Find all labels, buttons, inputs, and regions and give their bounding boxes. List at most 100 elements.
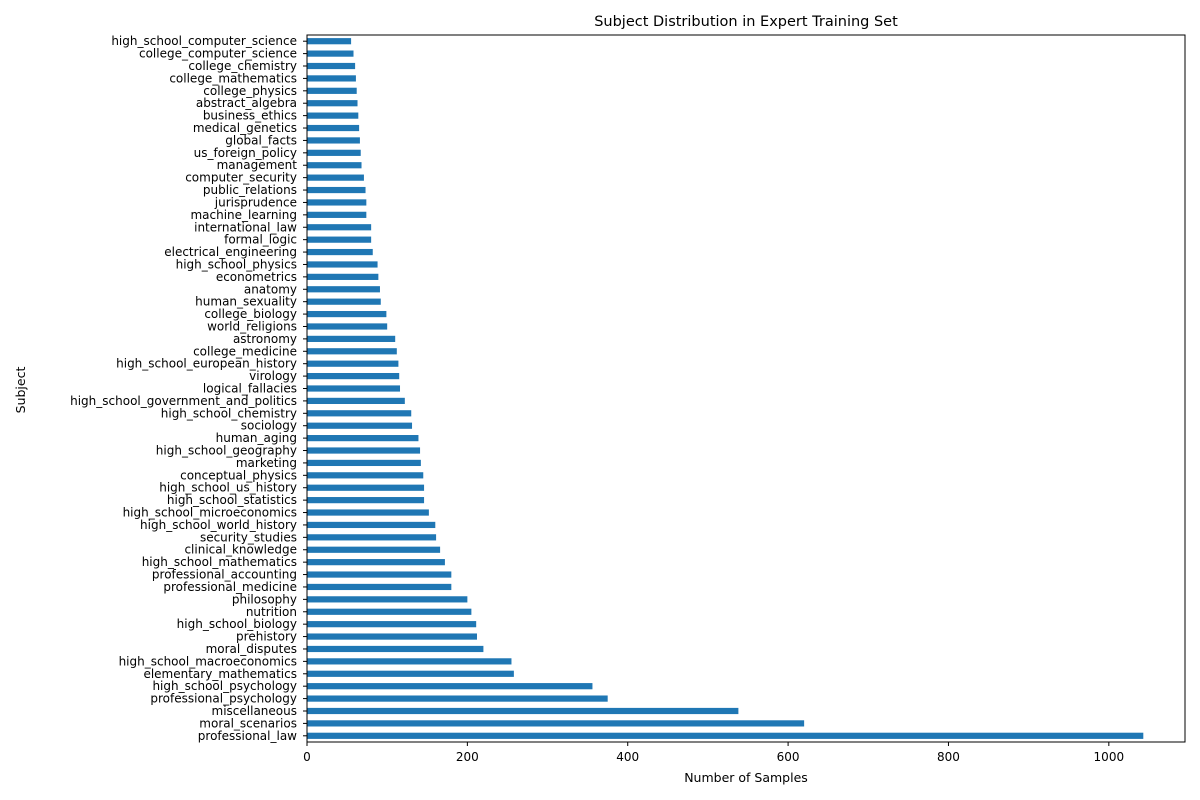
bar-moral_disputes bbox=[307, 645, 484, 653]
bar-world_religions bbox=[307, 323, 388, 330]
y-tick-label: high_school_chemistry bbox=[161, 406, 297, 420]
y-tick-label: electrical_engineering bbox=[164, 245, 297, 259]
y-tick-label: high_school_geography bbox=[156, 444, 297, 458]
bar-anatomy bbox=[307, 286, 380, 293]
y-tick-label: public_relations bbox=[203, 183, 297, 197]
y-tick-label: econometrics bbox=[216, 270, 297, 284]
y-tick-label: college_biology bbox=[204, 307, 297, 321]
bar-nutrition bbox=[307, 608, 472, 615]
bar-professional_accounting bbox=[307, 571, 452, 578]
x-tick-label: 0 bbox=[303, 750, 311, 764]
bar-high_school_computer_science bbox=[307, 38, 352, 45]
y-tick-label: high_school_world_history bbox=[140, 518, 297, 532]
y-tick-label: high_school_mathematics bbox=[142, 555, 297, 569]
y-tick-label: high_school_physics bbox=[176, 257, 297, 271]
bar-college_chemistry bbox=[307, 62, 356, 70]
y-tick-label: professional_psychology bbox=[150, 692, 297, 706]
y-tick-label: abstract_algebra bbox=[196, 96, 297, 110]
y-tick-label: sociology bbox=[241, 419, 297, 433]
bar-international_law bbox=[307, 224, 372, 231]
bar-high_school_geography bbox=[307, 447, 421, 454]
y-tick-label: human_sexuality bbox=[195, 295, 297, 309]
y-tick-label: miscellaneous bbox=[212, 704, 297, 718]
bar-high_school_us_history bbox=[307, 484, 425, 491]
y-tick-label: virology bbox=[249, 369, 297, 383]
bar-business_ethics bbox=[307, 112, 359, 119]
y-tick-label: logical_fallacies bbox=[203, 382, 297, 396]
bar-astronomy bbox=[307, 335, 396, 342]
y-tick-label: conceptual_physics bbox=[180, 468, 297, 482]
bar-college_computer_science bbox=[307, 50, 354, 57]
bars-group bbox=[307, 38, 1144, 739]
y-axis-label: Subject bbox=[13, 367, 28, 414]
bar-moral_scenarios bbox=[307, 720, 805, 727]
bar-machine_learning bbox=[307, 211, 367, 218]
bar-philosophy bbox=[307, 596, 468, 603]
y-tick-label: human_aging bbox=[216, 431, 297, 445]
y-tick-label: college_chemistry bbox=[188, 59, 297, 73]
bar-marketing bbox=[307, 459, 421, 467]
y-tick-label: medical_genetics bbox=[193, 121, 297, 135]
bar-high_school_world_history bbox=[307, 521, 436, 529]
x-tick-label: 600 bbox=[777, 750, 800, 764]
bar-prehistory bbox=[307, 633, 477, 640]
y-tick-label: college_computer_science bbox=[139, 47, 297, 61]
chart-title: Subject Distribution in Expert Training … bbox=[594, 14, 898, 30]
bar-high_school_mathematics bbox=[307, 559, 445, 566]
bar-public_relations bbox=[307, 186, 366, 194]
bar-college_physics bbox=[307, 87, 357, 94]
y-tick-label: clinical_knowledge bbox=[184, 543, 297, 557]
bar-high_school_chemistry bbox=[307, 410, 412, 417]
bar-econometrics bbox=[307, 273, 379, 280]
y-tick-label: us_foreign_policy bbox=[194, 146, 297, 160]
bar-jurisprudence bbox=[307, 199, 367, 206]
y-tick-label: prehistory bbox=[236, 630, 297, 644]
bar-human_sexuality bbox=[307, 298, 381, 305]
y-tick-label: high_school_statistics bbox=[167, 493, 297, 507]
bar-human_aging bbox=[307, 435, 419, 442]
bar-high_school_macroeconomics bbox=[307, 658, 512, 665]
y-tick-label: management bbox=[217, 158, 298, 172]
bar-high_school_biology bbox=[307, 621, 477, 628]
x-axis-label: Number of Samples bbox=[684, 770, 808, 785]
bar-electrical_engineering bbox=[307, 248, 373, 256]
y-tick-label: high_school_psychology bbox=[152, 679, 297, 693]
y-tick-label: marketing bbox=[236, 456, 297, 470]
bar-clinical_knowledge bbox=[307, 546, 441, 553]
bar-professional_medicine bbox=[307, 583, 452, 591]
bar-medical_genetics bbox=[307, 124, 360, 132]
x-tick-label: 200 bbox=[456, 750, 479, 764]
y-tick-label: nutrition bbox=[246, 605, 297, 619]
bar-global_facts bbox=[307, 137, 360, 144]
y-tick-label: professional_accounting bbox=[152, 568, 297, 582]
y-tick-label: high_school_microeconomics bbox=[123, 506, 297, 520]
y-tick-label: high_school_biology bbox=[177, 617, 297, 631]
bar-elementary_mathematics bbox=[307, 670, 514, 677]
bar-management bbox=[307, 162, 362, 169]
bar-high_school_physics bbox=[307, 261, 378, 268]
bar-college_biology bbox=[307, 310, 387, 318]
bar-formal_logic bbox=[307, 236, 372, 243]
y-axis-ticks: high_school_computer_sciencecollege_comp… bbox=[70, 34, 307, 743]
bar-abstract_algebra bbox=[307, 100, 358, 107]
y-tick-label: college_mathematics bbox=[169, 71, 297, 85]
bar-high_school_psychology bbox=[307, 683, 593, 690]
y-tick-label: professional_law bbox=[198, 729, 297, 743]
y-tick-label: high_school_macroeconomics bbox=[119, 654, 297, 668]
y-tick-label: computer_security bbox=[185, 171, 297, 185]
bar-computer_security bbox=[307, 174, 364, 181]
bar-miscellaneous bbox=[307, 707, 739, 715]
plot-frame bbox=[306, 34, 1186, 743]
x-tick-label: 400 bbox=[616, 750, 639, 764]
y-tick-label: high_school_european_history bbox=[116, 357, 297, 371]
bar-professional_psychology bbox=[307, 695, 608, 702]
y-tick-label: world_religions bbox=[207, 319, 297, 333]
bar-college_mathematics bbox=[307, 75, 356, 82]
y-tick-label: moral_scenarios bbox=[199, 716, 297, 730]
bar-security_studies bbox=[307, 534, 437, 541]
y-tick-label: international_law bbox=[194, 220, 297, 234]
x-tick-label: 800 bbox=[937, 750, 960, 764]
bar-high_school_european_history bbox=[307, 360, 399, 367]
bar-professional_law bbox=[307, 732, 1144, 739]
